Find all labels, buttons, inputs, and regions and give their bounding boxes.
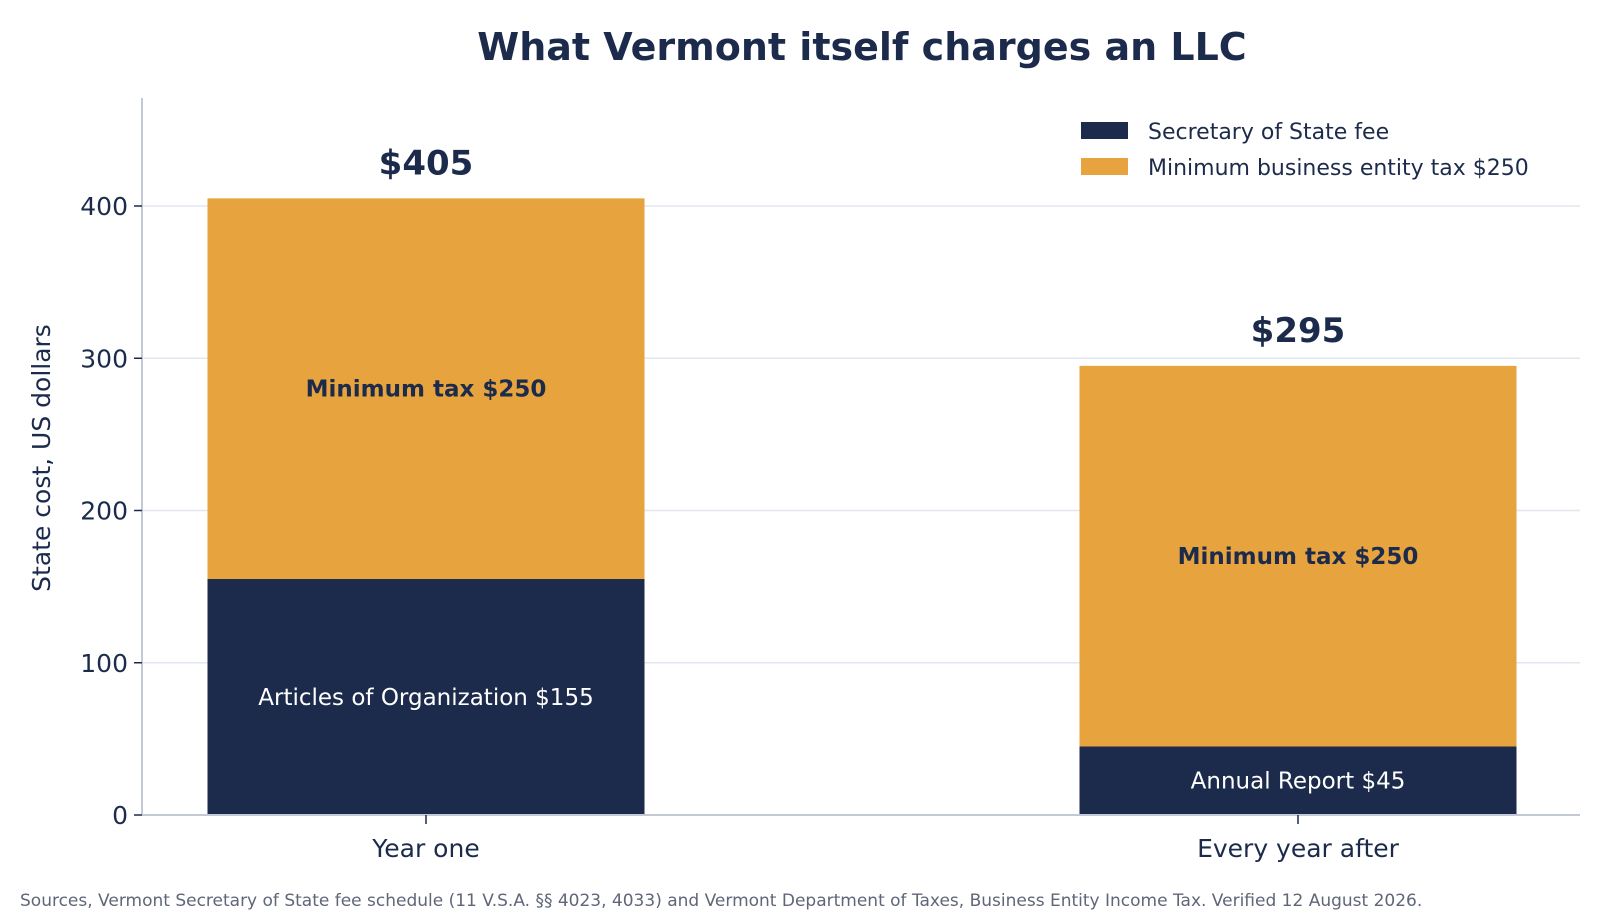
chart-title: What Vermont itself charges an LLC [477,25,1246,69]
source-note: Sources, Vermont Secretary of State fee … [20,891,1422,911]
y-axis-label: State cost, US dollars [27,324,56,592]
y-tick-label: 100 [80,649,128,678]
segment-label: Annual Report $45 [1191,769,1406,795]
legend-swatch [1081,122,1128,139]
segment-label: Articles of Organization $155 [258,685,593,711]
legend: Secretary of State fee Minimum business e… [1081,120,1529,181]
segment-label: Minimum tax $250 [1178,544,1419,570]
bar-segment-tax [1079,365,1517,747]
segment-label: Minimum tax $250 [306,377,547,403]
bars [207,198,1517,815]
legend-swatch [1081,158,1128,175]
legend-label: Minimum business entity tax $250 [1148,156,1529,181]
bar-segment-fee [207,579,645,815]
legend-label: Secretary of State fee [1148,120,1389,145]
total-label: $405 [379,143,474,183]
x-tick-label: Year one [371,834,479,863]
bar-labels: Articles of Organization $155 Minimum tax… [258,143,1418,794]
bar-segment-tax [207,198,645,580]
y-tick-label: 0 [112,801,128,830]
total-label: $295 [1251,311,1346,351]
y-tick-label: 400 [80,192,128,221]
y-tick-label: 300 [80,344,128,373]
x-tick-label: Every year after [1197,834,1400,863]
axes: 0 100 200 300 400 Year one Every year after [80,98,1580,863]
y-tick-label: 200 [80,497,128,526]
bar-segment-fee [1079,746,1517,815]
